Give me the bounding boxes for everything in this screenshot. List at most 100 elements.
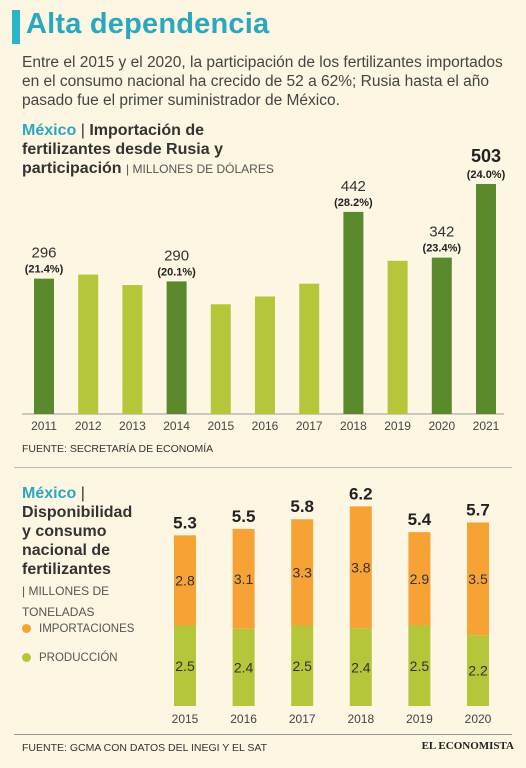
chart1-svg: 2011 296 (21.4%) 2012 2013 2014 290 (20.1%) 2015… [22, 146, 506, 433]
chart2-tick-2019: 2019 [406, 712, 433, 726]
chart2-bar-imports-2018 [349, 506, 372, 629]
chart1-value-label-2021: 503 [471, 146, 501, 166]
chart1-country: México [22, 122, 77, 139]
chart1-percent-label-2018: (28.2%) [334, 197, 373, 209]
footer-divider [14, 734, 512, 735]
chart1-bar-2015 [210, 304, 231, 414]
legend-production-dot [22, 653, 31, 663]
chart2-sep: | [80, 485, 85, 502]
chart2-label-imports-2019: 2.9 [410, 571, 430, 587]
chart2-total-2020: 5.7 [466, 500, 490, 519]
chart1-value-label-2011: 296 [31, 245, 56, 262]
chart2-label-production-2016: 2.4 [234, 659, 254, 675]
chart1-tick-2014: 2014 [163, 419, 190, 433]
chart1-unit: | MILLONES DE DÓLARES [126, 162, 274, 176]
legend-imports: IMPORTACIONES [22, 623, 134, 635]
chart2-bar-imports-2017 [291, 519, 314, 626]
chart1-value-label-2018: 442 [341, 178, 366, 195]
chart2-total-2015: 5.3 [173, 513, 197, 532]
chart1-tick-2013: 2013 [119, 419, 146, 433]
chart1-value-label-2020: 342 [429, 224, 454, 241]
chart2-label-imports-2015: 2.8 [175, 572, 195, 588]
chart2-country: México [22, 485, 77, 502]
chart1-bar-2018 [343, 211, 364, 414]
chart2-source: FUENTE: GCMA CON DATOS DEL INEGI Y EL SA… [22, 742, 268, 754]
chart1-tick-2012: 2012 [75, 419, 102, 433]
chart1-percent-label-2020: (23.4%) [423, 243, 462, 255]
chart2-label-production-2019: 2.5 [410, 658, 430, 674]
chart1-title: México | Importación de fertilizantes de… [22, 121, 274, 179]
section-divider [14, 467, 512, 468]
chart1-sep: | [80, 122, 85, 139]
legend-imports-dot [22, 624, 31, 634]
chart2-title-line4: fertilizantes [22, 561, 111, 578]
chart2-bar-production-2019 [408, 625, 431, 706]
chart2-label-production-2020: 2.2 [468, 663, 488, 679]
chart2-bar-production-2018 [349, 628, 372, 706]
chart2-label-imports-2018: 3.8 [351, 560, 371, 576]
chart1-tick-2019: 2019 [384, 419, 411, 433]
chart2-total-2019: 5.4 [408, 510, 432, 529]
chart2-bar-production-2020 [467, 635, 489, 706]
chart1-tick-2011: 2011 [31, 419, 57, 433]
chart2-tick-2016: 2016 [230, 712, 257, 726]
chart1-source: FUENTE: SECRETARÍA DE ECONOMÍA [22, 443, 214, 455]
chart1-bar-2012 [78, 274, 99, 414]
chart2-label-production-2018: 2.4 [351, 659, 371, 675]
chart2-total-2016: 5.5 [232, 507, 256, 526]
intro-text: Entre el 2015 y el 2020, la participació… [22, 54, 503, 109]
chart1-title-line1: Importación de [89, 122, 204, 139]
chart1-percent-label-2021: (24.0%) [467, 169, 506, 181]
legend-production-label: PRODUCCIÓN [39, 652, 118, 664]
chart1-bar-2016 [255, 296, 275, 414]
chart2-label-imports-2016: 3.1 [234, 571, 254, 587]
chart1-tick-2017: 2017 [296, 419, 323, 433]
chart2-label-imports-2020: 3.5 [468, 571, 488, 587]
chart1-bar-2013 [122, 285, 143, 414]
chart2-svg: 2.5 2.8 5.3 2015 2.4 3.1 5.5 2016 2.5 3.3 5.8 2017 2… [172, 484, 492, 726]
chart2-bar-imports-2020 [467, 522, 489, 636]
el-economista-logo: EL ECONOMISTA [421, 740, 514, 752]
chart2-total-2018: 6.2 [349, 484, 373, 503]
chart2-unit-line2: TONELADAS [22, 605, 95, 619]
chart2-bar-imports-2019 [408, 532, 431, 626]
chart2-bar-imports-2016 [232, 528, 255, 629]
chart2-bar-imports-2015 [174, 535, 196, 626]
chart1-bar-2019 [387, 260, 408, 414]
chart2-tick-2017: 2017 [289, 712, 316, 726]
chart2-total-2017: 5.8 [290, 497, 314, 516]
chart2-title: México | Disponibilidad y consumo nacion… [22, 484, 132, 622]
chart1-percent-label-2011: (21.4%) [25, 264, 64, 276]
chart1-bar-2021 [476, 184, 496, 414]
chart1-tick-2016: 2016 [252, 419, 279, 433]
chart1-tick-2021: 2021 [473, 419, 500, 433]
chart2-title-line2: y consumo [22, 523, 107, 540]
chart1-tick-2018: 2018 [340, 419, 367, 433]
chart1-bar-2011 [34, 278, 54, 414]
chart2-unit-line1: | MILLONES DE [22, 584, 110, 598]
chart2-title-line1: Disponibilidad [22, 504, 133, 521]
title-accent-bar [12, 10, 20, 44]
chart1-bar-2020 [431, 257, 452, 414]
chart1-percent-label-2014: (20.1%) [157, 266, 196, 278]
chart2-bar-production-2015 [174, 625, 196, 706]
chart2-tick-2015: 2015 [172, 712, 199, 726]
chart2-label-production-2017: 2.5 [292, 658, 312, 674]
legend-production: PRODUCCIÓN [22, 652, 118, 664]
chart1-bar-2017 [299, 283, 320, 414]
chart1-tick-2015: 2015 [207, 419, 234, 433]
chart2-bar-production-2017 [291, 625, 314, 706]
chart2-tick-2018: 2018 [347, 712, 374, 726]
chart2-label-production-2015: 2.5 [175, 658, 195, 674]
chart2-tick-2020: 2020 [465, 712, 492, 726]
chart2-bar-production-2016 [232, 628, 255, 706]
chart1-value-label-2014: 290 [164, 247, 189, 264]
legend-imports-label: IMPORTACIONES [39, 623, 135, 635]
page-title: Alta dependencia [26, 8, 270, 40]
chart2-title-line3: nacional de [22, 542, 111, 559]
chart2-label-imports-2017: 3.3 [292, 564, 312, 580]
chart1-title-line3: participación [22, 160, 122, 177]
chart1-title-line2: fertilizantes desde Rusia y [22, 141, 223, 158]
chart1-bar-2014 [166, 281, 187, 414]
chart1-tick-2020: 2020 [428, 419, 455, 433]
